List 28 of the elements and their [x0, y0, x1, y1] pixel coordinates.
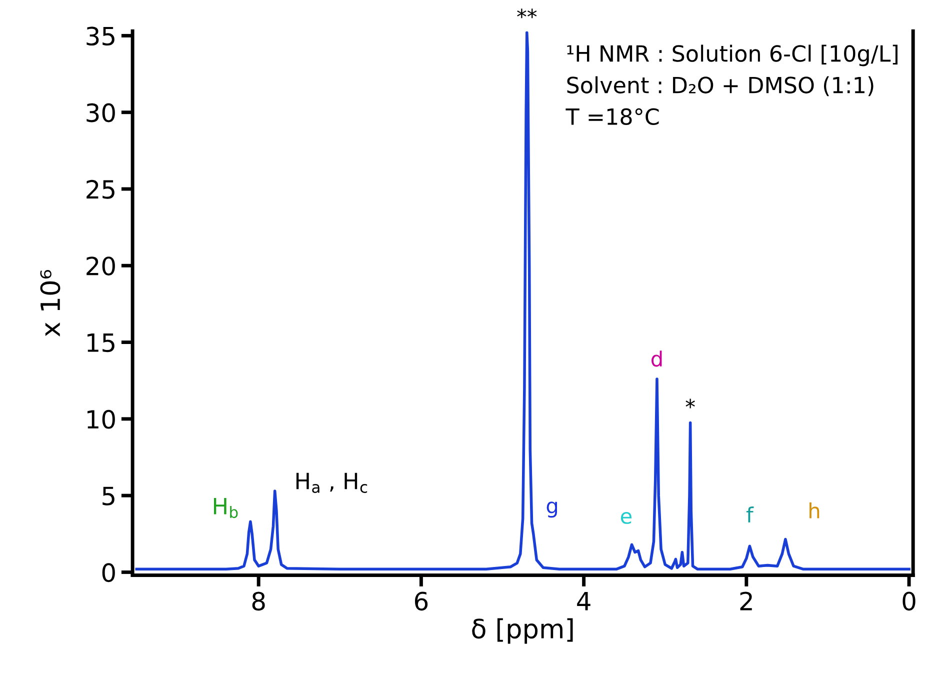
- annotation: T =18°C: [566, 108, 659, 126]
- annotation: H$_{a}$ , H$_{c}$: [296, 472, 368, 493]
- y-tick-label: 0: [102, 563, 115, 582]
- x-tick-label: 4: [577, 592, 590, 610]
- annotation: ¹H NMR : Solution 6-Cl [10g/L]: [567, 44, 898, 66]
- annotation: **: [517, 8, 537, 18]
- y-tick-label: 20: [86, 256, 115, 276]
- x-axis-title: δ [ppm]: [472, 618, 573, 644]
- annotation: f: [746, 506, 754, 522]
- x-tick-label: 0: [902, 592, 916, 611]
- y-tick-label: 35: [86, 26, 114, 46]
- y-tick-label: 15: [88, 334, 114, 352]
- line-series: [135, 31, 910, 571]
- annotation: Solvent : D₂O + DMSO (1:1): [567, 76, 874, 96]
- y-tick-label: 5: [102, 486, 114, 506]
- annotation: H$_{b}$: [214, 498, 238, 518]
- x-tick-label: 2: [740, 592, 752, 610]
- annotation: *: [686, 398, 695, 408]
- y-tick-label: 10: [88, 410, 115, 429]
- y-axis-title: x 10⁶: [40, 270, 60, 337]
- y-tick-label: 25: [86, 180, 114, 199]
- annotation: d: [652, 350, 662, 367]
- x-tick-label: 6: [414, 592, 428, 611]
- x-tick-label: 8: [252, 592, 265, 611]
- annotation: g: [546, 502, 557, 518]
- annotation: h: [810, 502, 820, 518]
- y-tick-label: 30: [86, 103, 115, 122]
- annotation: e: [620, 512, 632, 524]
